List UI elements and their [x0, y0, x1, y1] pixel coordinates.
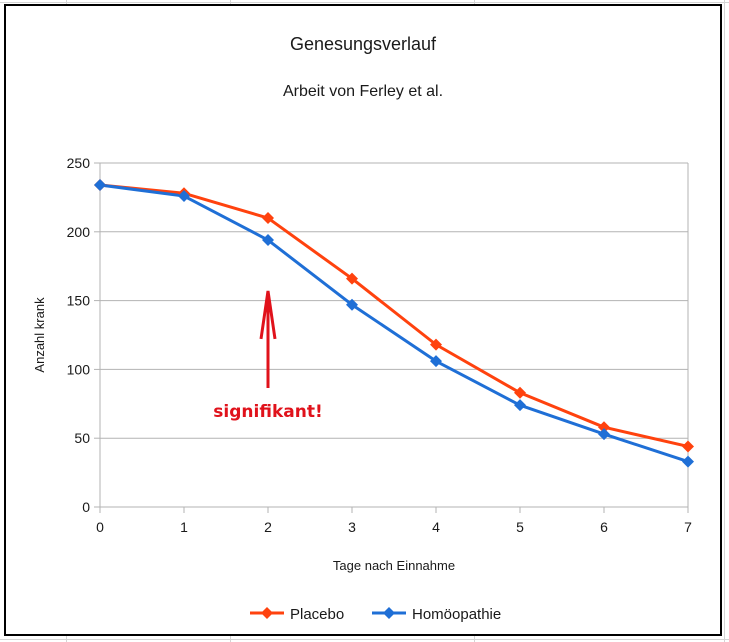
series-point-1	[514, 399, 526, 412]
chart-title: Genesungsverlauf	[290, 34, 437, 54]
x-tick-label: 2	[264, 519, 272, 535]
x-tick-label: 0	[96, 519, 104, 535]
series-point-1	[598, 428, 610, 441]
series-point-1	[262, 234, 274, 247]
chart-subtitle: Arbeit von Ferley et al.	[283, 83, 443, 100]
annotation-text: signifikant!	[213, 402, 322, 422]
y-tick-label: 150	[67, 293, 91, 309]
x-tick-label: 3	[348, 519, 356, 535]
series-point-1	[94, 179, 106, 192]
series-point-0	[262, 212, 274, 225]
legend-marker-0	[261, 607, 273, 619]
series-point-0	[430, 338, 442, 351]
legend-label-1: Homöopathie	[412, 606, 501, 623]
sheet-gridline	[0, 639, 729, 640]
x-axis-title: Tage nach Einnahme	[333, 558, 455, 573]
line-chart: Genesungsverlauf Arbeit von Ferley et al.…	[32, 34, 694, 623]
series-point-1	[346, 298, 358, 311]
x-tick-label: 7	[684, 519, 692, 535]
x-tick-label: 1	[180, 519, 188, 535]
legend-marker-1	[383, 607, 395, 619]
sheet-gridline	[0, 2, 729, 3]
series-point-0	[514, 386, 526, 399]
y-tick-label: 50	[74, 430, 90, 446]
y-tick-label: 100	[67, 361, 91, 377]
y-tick-label: 250	[67, 155, 91, 171]
series-point-1	[178, 190, 190, 203]
x-tick-label: 5	[516, 519, 524, 535]
sheet-gridline	[724, 0, 725, 642]
annotation-arrow-head	[259, 290, 277, 340]
y-axis-title: Anzahl krank	[32, 297, 47, 373]
series-line-0	[99, 183, 689, 448]
series-point-1	[682, 455, 694, 468]
series-line-1	[99, 183, 689, 464]
y-tick-label: 200	[67, 224, 91, 240]
x-tick-label: 4	[432, 519, 440, 535]
legend-label-0: Placebo	[290, 606, 344, 623]
series-point-0	[598, 421, 610, 434]
y-tick-label: 0	[82, 499, 90, 515]
series-point-1	[430, 355, 442, 368]
x-tick-label: 6	[600, 519, 608, 535]
series-point-0	[346, 272, 358, 285]
series-point-0	[682, 440, 694, 453]
chart-object[interactable]: Genesungsverlauf Arbeit von Ferley et al.…	[4, 4, 722, 636]
